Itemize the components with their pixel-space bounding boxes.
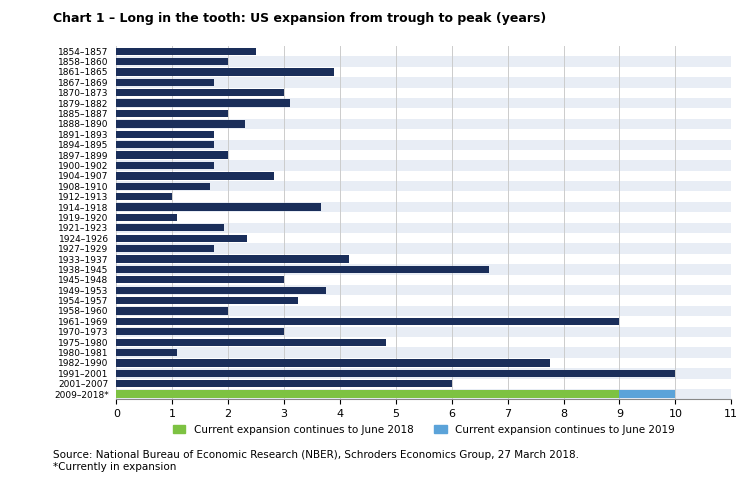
Bar <box>116 297 298 304</box>
Bar <box>116 243 731 254</box>
Text: Chart 1 – Long in the tooth: US expansion from trough to peak (years): Chart 1 – Long in the tooth: US expansio… <box>53 12 546 25</box>
Bar <box>116 56 731 67</box>
Bar <box>116 370 675 377</box>
Legend: Current expansion continues to June 2018, Current expansion continues to June 20: Current expansion continues to June 2018… <box>172 425 675 435</box>
Bar <box>116 202 731 212</box>
Bar <box>116 139 731 150</box>
Bar <box>116 203 322 211</box>
Bar <box>116 98 731 108</box>
Bar <box>116 266 489 273</box>
Bar <box>116 380 451 387</box>
Bar <box>620 391 675 398</box>
Bar <box>116 119 731 129</box>
Bar <box>116 89 284 96</box>
Bar <box>116 110 228 117</box>
Bar <box>116 285 731 295</box>
Bar <box>116 79 214 86</box>
Bar <box>116 318 620 325</box>
Bar <box>116 276 284 284</box>
Bar <box>116 338 386 346</box>
Bar <box>116 287 326 294</box>
Bar <box>116 182 209 190</box>
Bar <box>116 245 214 252</box>
Bar <box>116 47 256 55</box>
Bar <box>116 328 284 335</box>
Bar <box>116 172 274 180</box>
Bar <box>116 264 731 274</box>
Bar <box>116 151 228 159</box>
Bar <box>116 68 334 76</box>
Bar <box>116 359 550 366</box>
Bar <box>116 100 290 107</box>
Bar <box>116 223 731 233</box>
Bar <box>116 307 228 315</box>
Bar <box>116 121 244 128</box>
Bar <box>116 391 620 398</box>
Bar <box>116 389 731 399</box>
Bar <box>116 256 350 263</box>
Text: Source: National Bureau of Economic Research (NBER), Schroders Economics Group, : Source: National Bureau of Economic Rese… <box>53 450 578 472</box>
Bar <box>116 58 228 65</box>
Bar <box>116 214 177 221</box>
Bar <box>116 235 247 242</box>
Bar <box>116 162 214 169</box>
Bar <box>116 224 224 231</box>
Bar <box>116 349 177 356</box>
Bar <box>116 368 731 378</box>
Bar <box>116 348 731 358</box>
Bar <box>116 306 731 316</box>
Bar <box>116 131 214 138</box>
Bar <box>116 181 731 192</box>
Bar <box>116 141 214 148</box>
Bar <box>116 193 172 200</box>
Bar <box>116 160 731 171</box>
Bar <box>116 77 731 88</box>
Bar <box>116 327 731 337</box>
